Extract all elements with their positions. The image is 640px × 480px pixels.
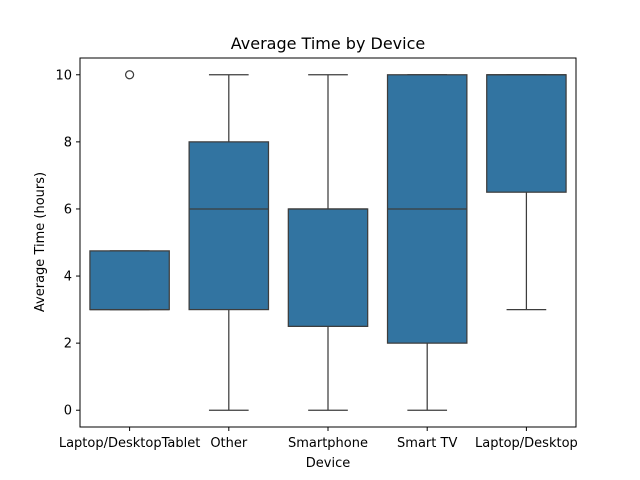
boxes-layer — [89, 70, 567, 411]
box-group — [287, 74, 369, 411]
box-group — [386, 74, 468, 411]
iqr-box — [486, 74, 567, 193]
x-tick-label: Smartphone — [288, 436, 368, 451]
y-tick-label: 4 — [64, 270, 72, 285]
chart-title: Average Time by Device — [231, 34, 425, 53]
y-tick-label: 6 — [64, 202, 72, 217]
y-tick-label: 8 — [64, 135, 72, 150]
y-tick-label: 2 — [64, 337, 72, 352]
x-tick-label: Laptop/DesktopTablet — [59, 436, 200, 451]
iqr-box — [188, 141, 270, 311]
x-tick-label: Smart TV — [397, 436, 457, 451]
x-tick-label: Laptop/Desktop — [475, 436, 578, 451]
box-group — [89, 70, 170, 311]
box-group — [188, 74, 270, 411]
y-axis: 0 2 4 6 8 10 — [55, 68, 80, 419]
outlier-point — [124, 70, 135, 80]
iqr-box — [287, 208, 369, 327]
y-axis-title: Average Time (hours) — [33, 172, 48, 312]
x-tick-label: Other — [210, 436, 248, 451]
iqr-box — [89, 250, 170, 311]
x-axis-title: Device — [306, 456, 350, 471]
y-tick-label: 0 — [64, 404, 72, 419]
x-axis: Laptop/DesktopTablet Other Smartphone Smart… — [59, 427, 578, 451]
box-group — [486, 74, 567, 311]
y-tick-label: 10 — [55, 68, 72, 83]
